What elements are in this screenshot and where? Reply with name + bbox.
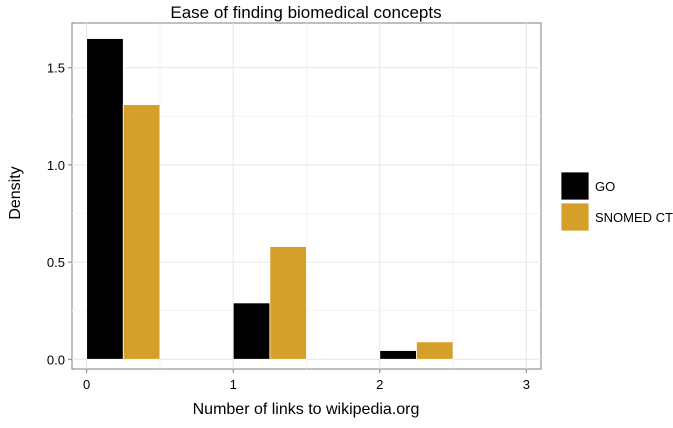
- bar-go: [232, 302, 271, 360]
- legend-key-go: [560, 171, 590, 201]
- x-tick-label: 1: [230, 377, 237, 392]
- x-axis: 0 1 2 3: [83, 369, 530, 392]
- bar-go: [379, 350, 417, 360]
- x-tick-label: 3: [523, 377, 530, 392]
- y-tick-label: 1.0: [47, 158, 65, 173]
- legend-label-go: GO: [595, 179, 615, 194]
- x-tick-label: 2: [376, 377, 383, 392]
- legend-key-snomed-ct: [560, 202, 590, 232]
- legend-label-snomed-ct: SNOMED CT: [595, 210, 673, 225]
- bar-snomed-ct: [122, 104, 161, 360]
- bar-snomed-ct: [416, 341, 454, 360]
- bar-snomed-ct: [269, 246, 307, 360]
- chart-title: Ease of finding biomedical concepts: [170, 3, 441, 22]
- plot-panel: [71, 22, 542, 370]
- x-tick-label: 0: [83, 377, 90, 392]
- y-tick-label: 0.0: [47, 352, 65, 367]
- x-axis-label: Number of links to wikipedia.org: [193, 401, 420, 418]
- y-tick-label: 0.5: [47, 255, 65, 270]
- y-axis: 0.0 0.5 1.0 1.5: [47, 61, 72, 367]
- legend: GO SNOMED CT: [560, 171, 673, 232]
- y-axis-label: Density: [7, 166, 24, 219]
- y-tick-label: 1.5: [47, 61, 65, 76]
- bar-go: [86, 38, 124, 360]
